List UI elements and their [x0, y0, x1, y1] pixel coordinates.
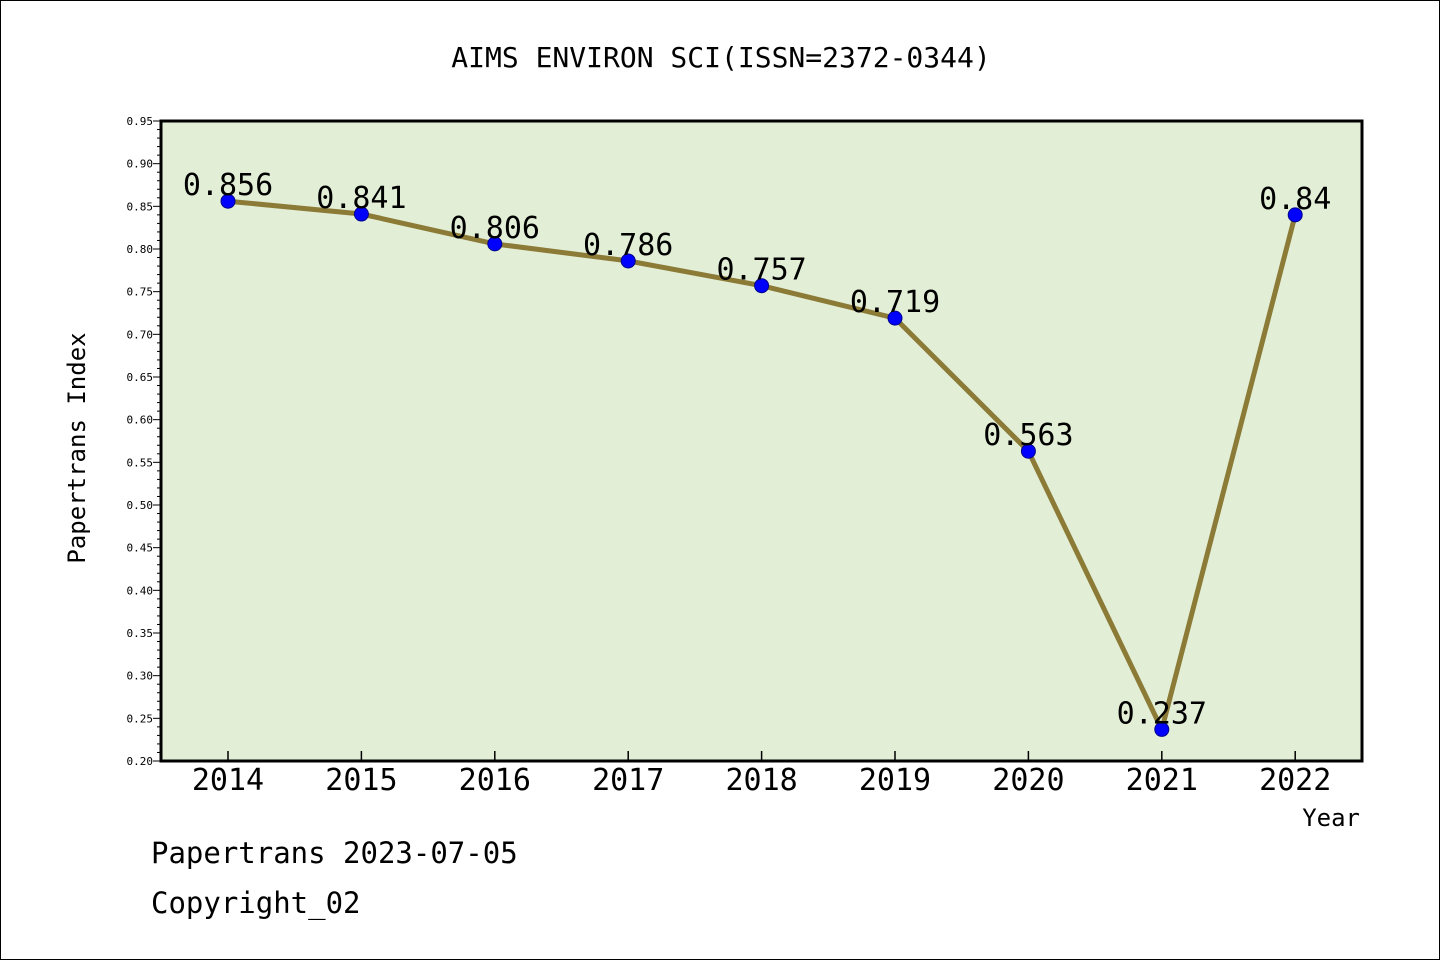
x-tick-label: 2022 — [1259, 763, 1331, 798]
y-tick-label: 0.25 — [127, 712, 154, 725]
y-tick-label: 0.75 — [127, 286, 154, 299]
x-tick-label: 2018 — [725, 763, 797, 798]
x-axis-label: Year — [1302, 804, 1360, 832]
x-tick-label: 2019 — [859, 763, 931, 798]
data-point — [220, 193, 236, 209]
data-label: 0.84 — [1259, 182, 1331, 217]
x-tick-label: 2021 — [1126, 763, 1198, 798]
y-tick-label: 0.30 — [127, 670, 154, 683]
y-tick-label: 0.55 — [127, 456, 154, 469]
y-tick-label: 0.65 — [127, 371, 154, 384]
data-point — [754, 278, 770, 294]
footer-copyright: Copyright_02 — [151, 886, 361, 920]
y-tick-label: 0.60 — [127, 414, 154, 427]
footer-date: Papertrans 2023-07-05 — [151, 836, 518, 870]
data-label: 0.719 — [850, 285, 940, 320]
data-label: 0.237 — [1117, 696, 1207, 731]
chart-title: AIMS ENVIRON SCI(ISSN=2372-0344) — [451, 41, 990, 74]
y-tick-label: 0.80 — [127, 243, 154, 256]
data-point — [887, 310, 903, 326]
data-label: 0.786 — [583, 228, 673, 263]
x-tick-label: 2015 — [325, 763, 397, 798]
y-tick-label: 0.35 — [127, 627, 154, 640]
data-label: 0.563 — [983, 418, 1073, 453]
x-tick-label: 2014 — [192, 763, 264, 798]
data-point — [1287, 207, 1303, 223]
y-axis-ticks: 0.20 0.25 0.30 0.35 0.40 0.45 0.50 0.55 0.60 0.65… — [127, 115, 161, 768]
y-tick-label: 0.50 — [127, 499, 154, 512]
x-tick-label: 2020 — [992, 763, 1064, 798]
data-label: 0.841 — [316, 181, 406, 216]
y-tick-label: 0.95 — [127, 115, 154, 128]
data-point — [353, 206, 369, 222]
x-tick-label: 2016 — [459, 763, 531, 798]
plot-area — [159, 119, 1364, 763]
data-label-layer: 0.856 0.841 0.806 0.786 0.757 0.719 0.563 0.237… — [183, 168, 1331, 731]
y-tick-label: 0.70 — [127, 328, 154, 341]
data-point — [1154, 721, 1170, 737]
y-tick-label: 0.85 — [127, 200, 154, 213]
marker-layer — [220, 193, 1303, 737]
y-axis-label: Papertrans Index — [63, 332, 91, 563]
x-axis-ticks: 2014 2015 2016 2017 2018 2019 2020 2021 2022 — [192, 751, 1331, 798]
data-point — [487, 236, 503, 252]
data-label: 0.856 — [183, 168, 273, 203]
x-tick-label: 2017 — [592, 763, 664, 798]
data-point — [1020, 443, 1036, 459]
y-tick-label: 0.40 — [127, 584, 154, 597]
y-tick-label: 0.20 — [127, 755, 154, 768]
data-point — [620, 253, 636, 269]
y-tick-label: 0.45 — [127, 542, 154, 555]
y-tick-label: 0.90 — [127, 158, 154, 171]
data-label: 0.806 — [450, 211, 540, 246]
data-label: 0.757 — [716, 253, 806, 288]
